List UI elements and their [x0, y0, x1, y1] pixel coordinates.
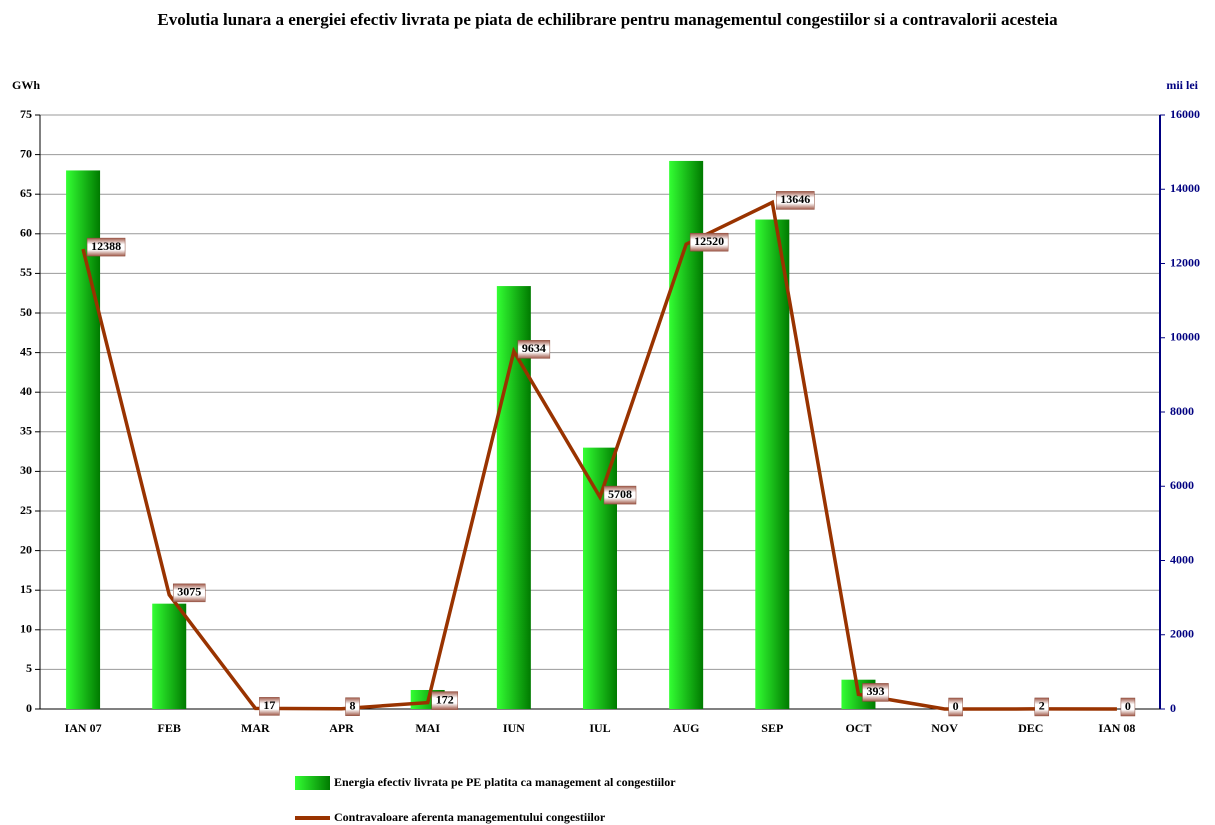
y-tick-label: 75	[20, 107, 32, 121]
y-tick-label: 5	[26, 661, 32, 675]
x-tick-label: OCT	[845, 721, 871, 735]
y-tick-label: 40	[20, 384, 32, 398]
x-tick-label: MAI	[415, 721, 440, 735]
bar	[669, 160, 704, 709]
y-tick-label: 0	[26, 701, 32, 715]
data-label-box	[862, 683, 889, 702]
data-label: 17	[263, 698, 275, 712]
y2-tick-label: 2000	[1170, 627, 1194, 641]
y-tick-label: 10	[20, 622, 32, 636]
data-label-box	[603, 485, 637, 505]
chart-title: Evolutia lunara a energiei efectiv livra…	[157, 10, 1058, 29]
data-label-box	[517, 340, 551, 359]
data-label: 8	[350, 698, 356, 712]
y2-tick-label: 8000	[1170, 404, 1194, 418]
y-tick-label: 20	[20, 542, 32, 556]
data-label: 2	[1039, 699, 1045, 713]
data-label-box	[776, 191, 815, 210]
x-tick-label: FEB	[158, 721, 181, 735]
y-tick-label: 70	[20, 146, 32, 160]
data-label-box	[689, 232, 729, 252]
x-tick-label: NOV	[931, 721, 958, 735]
data-label-box	[345, 697, 360, 716]
x-tick-label: AUG	[673, 721, 700, 735]
y-tick-label: 25	[20, 503, 32, 517]
data-label-box	[172, 583, 206, 603]
data-label-box	[431, 691, 458, 710]
y-tick-label: 15	[20, 582, 32, 596]
data-label: 5708	[608, 487, 632, 501]
x-tick-label: IUN	[503, 721, 525, 735]
y-tick-label: 45	[20, 344, 32, 358]
data-label: 12388	[91, 239, 121, 253]
legend-label: Contravaloare aferenta managementului co…	[334, 810, 606, 824]
data-label: 172	[436, 692, 454, 706]
x-tick-label: IAN 08	[1098, 721, 1135, 735]
data-label: 0	[1125, 699, 1131, 713]
y-axis-label: GWh	[12, 78, 40, 92]
y2-tick-label: 16000	[1170, 107, 1200, 121]
data-label: 9634	[522, 341, 546, 355]
x-tick-label: IUL	[589, 721, 610, 735]
bar	[755, 219, 790, 709]
y2-tick-label: 12000	[1170, 255, 1200, 269]
x-tick-label: MAR	[241, 721, 270, 735]
y2-tick-label: 10000	[1170, 330, 1200, 344]
x-tick-label: DEC	[1018, 721, 1043, 735]
legend-swatch	[295, 776, 330, 790]
y-tick-label: 60	[20, 226, 32, 240]
y-tick-label: 65	[20, 186, 32, 200]
data-label: 393	[866, 684, 884, 698]
y2-tick-label: 6000	[1170, 478, 1194, 492]
y-tick-label: 35	[20, 424, 32, 438]
y-tick-label: 55	[20, 265, 32, 279]
y2-axis-label: mii lei	[1166, 78, 1198, 92]
data-label: 3075	[177, 585, 201, 599]
x-tick-label: IAN 07	[65, 721, 102, 735]
y-tick-label: 50	[20, 305, 32, 319]
y2-tick-label: 14000	[1170, 181, 1200, 195]
y2-tick-label: 4000	[1170, 552, 1194, 566]
data-label-box	[1034, 697, 1050, 717]
data-label-box	[86, 237, 126, 257]
data-label-box	[948, 697, 963, 717]
data-label-box	[1120, 697, 1136, 717]
y-tick-label: 30	[20, 463, 32, 477]
bar	[66, 170, 101, 709]
y2-tick-label: 0	[1170, 701, 1176, 715]
data-label: 12520	[694, 234, 724, 248]
bar	[152, 603, 187, 709]
data-label: 13646	[780, 192, 810, 206]
data-label: 0	[953, 699, 959, 713]
data-label-box	[259, 697, 280, 716]
x-tick-label: APR	[329, 721, 354, 735]
line	[81, 199, 1117, 711]
x-tick-label: SEP	[761, 721, 783, 735]
legend-label: Energia efectiv livrata pe PE platita ca…	[334, 775, 676, 789]
